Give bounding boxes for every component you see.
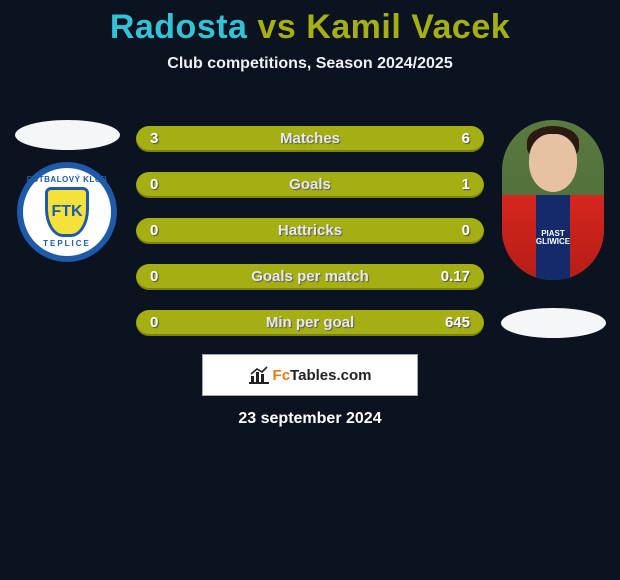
comparison-card: Radosta vs Kamil Vacek Club competitions… [0, 0, 620, 580]
chart-icon [249, 366, 269, 384]
club-logo: FOTBALOVÝ KLUB FTK TEPLICE [17, 162, 117, 262]
player2-jersey: PIAST GLIWICE [502, 195, 604, 280]
jersey-stripe-left [502, 195, 536, 280]
stat-label: Matches [136, 126, 484, 152]
player1-column: FOTBALOVÝ KLUB FTK TEPLICE [8, 120, 126, 262]
stats-bars: 3 Matches 6 0 Goals 1 0 Hattricks 0 0 Go… [136, 126, 484, 336]
player2-name: Kamil Vacek [306, 8, 510, 46]
player2-column: PIAST GLIWICE [494, 120, 612, 338]
attribution-rest: Tables.com [290, 367, 371, 384]
jersey-stripe-mid: PIAST GLIWICE [536, 195, 571, 280]
club-logo-top-text: FOTBALOVÝ KLUB [23, 175, 111, 184]
stat-label: Goals [136, 172, 484, 198]
page-title: Radosta vs Kamil Vacek [0, 0, 620, 47]
player1-name: Radosta [110, 8, 248, 46]
player2-club-silhouette [501, 308, 606, 338]
attribution-content: FcTables.com [249, 366, 372, 384]
stat-right-value: 0 [462, 218, 470, 244]
stat-row-hattricks: 0 Hattricks 0 [136, 218, 484, 244]
attribution-prefix: Fc [273, 367, 291, 384]
stat-right-value: 1 [462, 172, 470, 198]
club-logo-shield: FTK [45, 187, 89, 237]
stat-row-goals: 0 Goals 1 [136, 172, 484, 198]
stat-row-goals-per-match: 0 Goals per match 0.17 [136, 264, 484, 290]
attribution-text: FcTables.com [273, 367, 372, 384]
stat-label: Min per goal [136, 310, 484, 336]
stat-label: Goals per match [136, 264, 484, 290]
vs-separator: vs [247, 8, 306, 46]
player1-silhouette [15, 120, 120, 150]
stat-label: Hattricks [136, 218, 484, 244]
stat-row-min-per-goal: 0 Min per goal 645 [136, 310, 484, 336]
jersey-text: PIAST GLIWICE [536, 230, 571, 246]
date-text: 23 september 2024 [0, 410, 620, 428]
jersey-stripe-right [570, 195, 604, 280]
player2-photo: PIAST GLIWICE [502, 120, 604, 280]
stat-right-value: 6 [462, 126, 470, 152]
club-logo-bottom-text: TEPLICE [43, 239, 91, 248]
stat-right-value: 0.17 [441, 264, 470, 290]
attribution-box: FcTables.com [202, 354, 418, 396]
stat-right-value: 645 [445, 310, 470, 336]
player2-head [529, 134, 577, 192]
stat-row-matches: 3 Matches 6 [136, 126, 484, 152]
subtitle: Club competitions, Season 2024/2025 [0, 55, 620, 73]
